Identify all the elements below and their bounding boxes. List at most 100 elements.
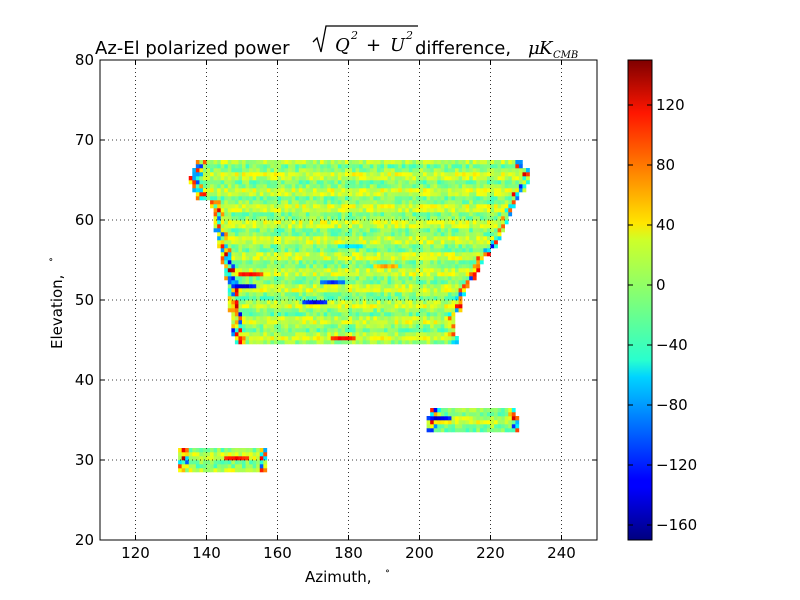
heatmap-cell <box>476 164 481 169</box>
heatmap-cell <box>366 272 371 277</box>
heatmap-cell <box>281 196 285 201</box>
heatmap-cell <box>224 228 229 233</box>
heatmap-cell <box>447 328 452 333</box>
heatmap-cell <box>334 260 339 265</box>
heatmap-cell <box>373 320 378 325</box>
heatmap-cell <box>508 200 513 205</box>
heatmap-cell <box>433 296 438 301</box>
heatmap-cell <box>344 236 349 241</box>
heatmap-cell <box>394 296 399 301</box>
heatmap-cell <box>405 252 410 257</box>
heatmap-cell <box>384 288 388 293</box>
heatmap-cell <box>504 168 509 173</box>
heatmap-cell <box>444 160 449 165</box>
heatmap-cell <box>486 212 491 217</box>
heatmap-cell <box>295 168 300 173</box>
heatmap-cell <box>320 292 324 297</box>
heatmap-cell <box>476 196 481 201</box>
heatmap-cell <box>501 420 505 425</box>
heatmap-cell <box>266 168 271 173</box>
heatmap-cell <box>281 224 285 229</box>
heatmap-cell <box>284 284 289 289</box>
heatmap-cell <box>210 200 214 205</box>
heatmap-cell <box>330 220 335 225</box>
heatmap-cell <box>394 180 399 185</box>
heatmap-cell <box>238 456 243 461</box>
heatmap-cell <box>213 456 218 461</box>
heatmap-cell <box>462 180 466 185</box>
heatmap-cell <box>238 460 243 465</box>
heatmap-cell <box>330 300 335 305</box>
heatmap-cell <box>234 232 239 237</box>
heatmap-cell <box>277 216 282 221</box>
heatmap-cell <box>387 160 392 165</box>
heatmap-cell <box>387 280 392 285</box>
heatmap-cell <box>309 284 314 289</box>
heatmap-cell <box>430 212 434 217</box>
heatmap-cell <box>231 460 236 465</box>
heatmap-cell <box>263 264 268 269</box>
heatmap-cell <box>362 248 367 253</box>
heatmap-cell <box>348 168 353 173</box>
heatmap-cell <box>291 180 296 185</box>
heatmap-cell <box>437 328 442 333</box>
heatmap-cell <box>302 184 307 189</box>
heatmap-cell <box>401 308 406 313</box>
heatmap-cell <box>387 248 392 253</box>
heatmap-cell <box>373 336 378 341</box>
heatmap-cell <box>334 340 339 345</box>
heatmap-cell <box>384 304 388 309</box>
heatmap-cell <box>234 228 239 233</box>
heatmap-cell <box>430 236 434 241</box>
heatmap-cell <box>472 212 477 217</box>
heatmap-cell <box>394 336 399 341</box>
heatmap-cell <box>401 244 406 249</box>
heatmap-cell <box>369 160 374 165</box>
heatmap-cell <box>320 248 324 253</box>
heatmap-cell <box>440 312 445 317</box>
heatmap-cell <box>430 408 434 413</box>
heatmap-cell <box>334 256 339 261</box>
heatmap-cell <box>447 268 452 273</box>
heatmap-cell <box>405 256 410 261</box>
heatmap-cell <box>518 188 523 193</box>
heatmap-cell <box>231 264 236 269</box>
heatmap-cell <box>291 304 296 309</box>
heatmap-cell <box>412 292 417 297</box>
heatmap-cell <box>398 268 403 273</box>
heatmap-cell <box>355 176 360 181</box>
heatmap-cell <box>316 228 321 233</box>
heatmap-cell <box>259 220 264 225</box>
heatmap-cell <box>376 316 381 321</box>
heatmap-cell <box>469 208 474 213</box>
heatmap-cell <box>479 192 484 197</box>
heatmap-cell <box>352 316 356 321</box>
heatmap-cell <box>412 160 417 165</box>
heatmap-cell <box>344 332 349 337</box>
heatmap-cell <box>387 220 392 225</box>
x-tick-label: 180 <box>334 544 363 562</box>
heatmap-cell <box>256 204 261 209</box>
heatmap-cell <box>259 248 264 253</box>
heatmap-cell <box>469 164 474 169</box>
heatmap-cell <box>479 188 484 193</box>
heatmap-cell <box>490 420 495 425</box>
heatmap-cell <box>401 208 406 213</box>
heatmap-cell <box>401 280 406 285</box>
heatmap-cell <box>284 332 289 337</box>
heatmap-cell <box>266 292 271 297</box>
heatmap-cell <box>220 216 225 221</box>
heatmap-cell <box>316 264 321 269</box>
heatmap-cell <box>444 208 449 213</box>
heatmap-cell <box>295 332 300 337</box>
heatmap-cell <box>483 220 488 225</box>
heatmap-cell <box>433 288 438 293</box>
heatmap-cell <box>309 272 314 277</box>
heatmap-cell <box>217 468 221 473</box>
heatmap-cell <box>259 168 264 173</box>
heatmap-cell <box>462 428 466 433</box>
heatmap-cell <box>419 300 424 305</box>
heatmap-cell <box>284 252 289 257</box>
heatmap-cell <box>497 220 502 225</box>
heatmap-cell <box>430 176 434 181</box>
